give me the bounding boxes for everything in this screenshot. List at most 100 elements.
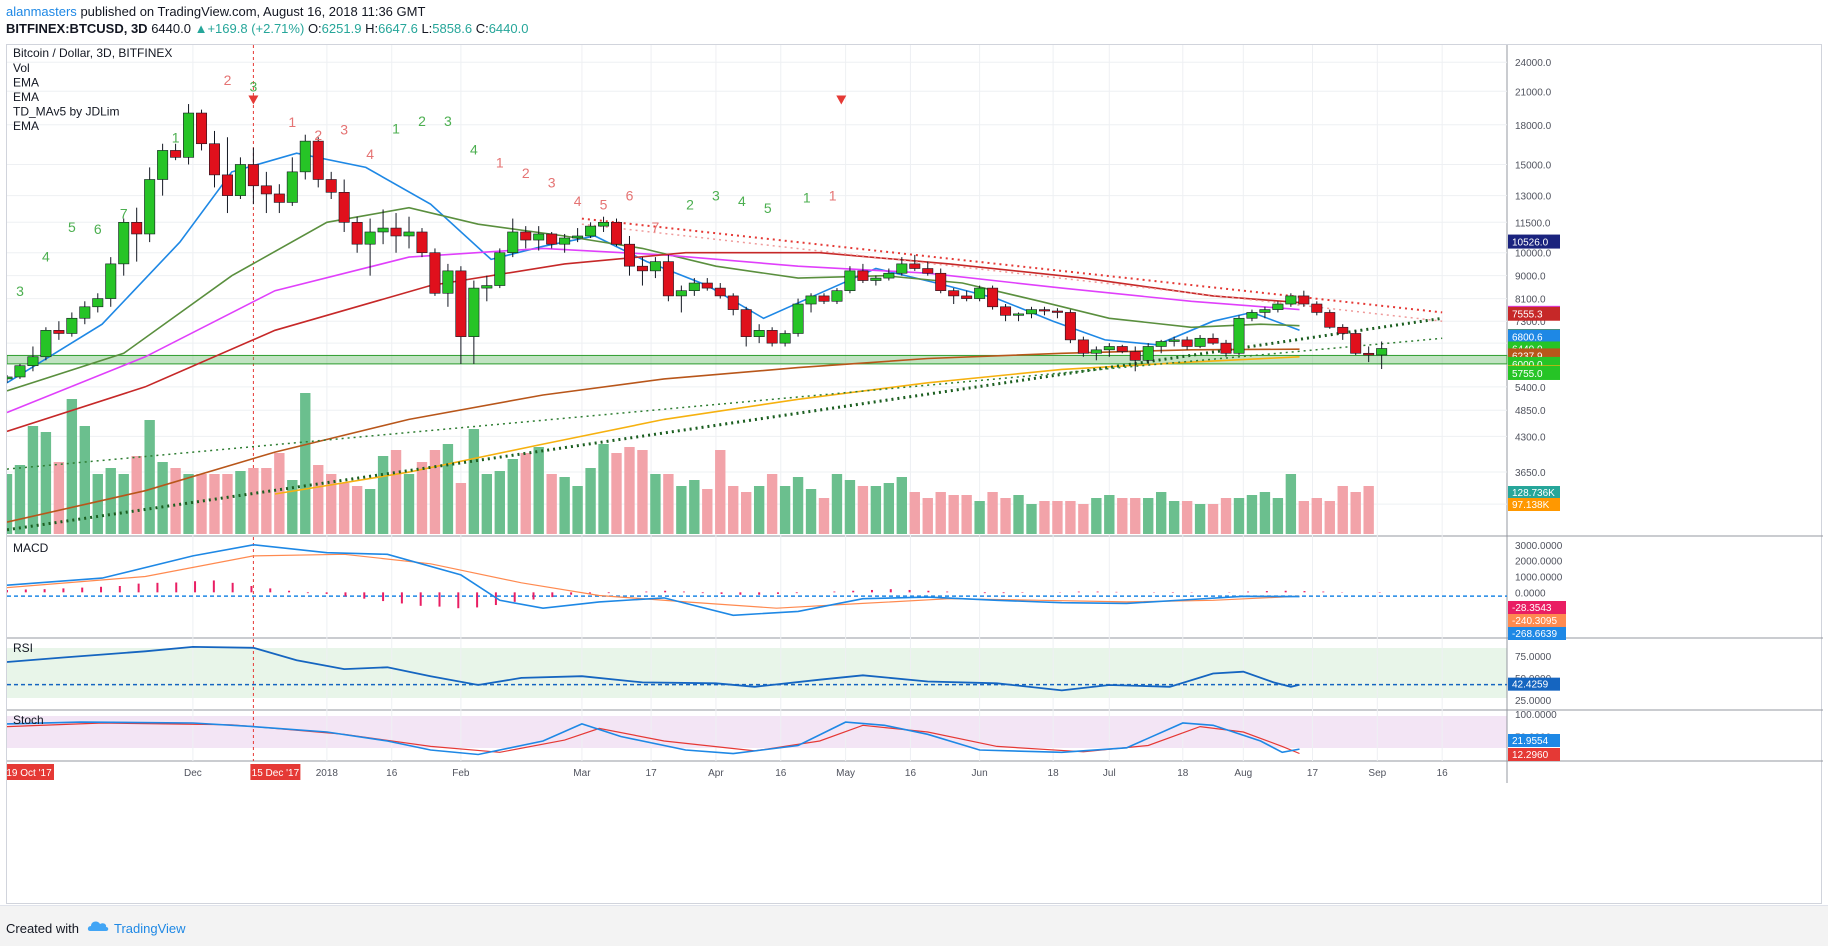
high-value: 6647.6 bbox=[378, 21, 418, 36]
candle-body bbox=[325, 179, 337, 193]
candle-body bbox=[662, 261, 674, 297]
candle-body bbox=[818, 295, 830, 302]
candle-body bbox=[572, 235, 584, 239]
trendline-0 bbox=[6, 316, 1443, 532]
volume-badge-label: 97.138K bbox=[1512, 500, 1550, 511]
author-link[interactable]: alanmasters bbox=[6, 4, 77, 19]
date-badge bbox=[250, 764, 301, 780]
candle-body bbox=[520, 231, 532, 241]
high-label: H: bbox=[365, 21, 379, 36]
stoch-badge-label: 21.9554 bbox=[1512, 736, 1549, 747]
date-badge-label: 15 Dec '17 bbox=[252, 768, 300, 779]
rsi-badge bbox=[1508, 677, 1560, 691]
volume-bar bbox=[66, 399, 78, 534]
volume-bar bbox=[663, 474, 674, 534]
published-text: published on TradingView.com, August 16,… bbox=[80, 4, 426, 19]
ema-line-4 bbox=[6, 348, 1300, 523]
macd-badge bbox=[1508, 601, 1566, 614]
volume-bar bbox=[792, 477, 804, 534]
support-zone bbox=[6, 354, 1508, 365]
candle-body bbox=[727, 295, 739, 310]
stoch-band bbox=[7, 716, 1507, 748]
open-value: 6251.9 bbox=[321, 21, 362, 36]
volume-bar bbox=[1350, 492, 1361, 534]
volume-bar bbox=[533, 447, 544, 534]
volume-bar bbox=[416, 462, 428, 534]
volume-bar bbox=[14, 465, 26, 534]
macd-label: MACD bbox=[13, 541, 49, 555]
volume-bar bbox=[209, 474, 220, 534]
tradingview-logo-icon[interactable] bbox=[86, 918, 110, 934]
volume-bar bbox=[300, 393, 311, 534]
volume-bar bbox=[1039, 501, 1050, 534]
volume-bar bbox=[1, 474, 13, 534]
chart-frame[interactable]: 3 4 5 6 7 1 2 3 1 2 3 4 1 2 3 4 1 2 3 4 5 6 7 2 3 4 5 1 1 24000.0 210… bbox=[1, 44, 1823, 905]
volume-bar bbox=[27, 426, 39, 534]
stoch-badge bbox=[1508, 748, 1560, 761]
close-value: 6440.0 bbox=[488, 21, 529, 36]
candle-body bbox=[1376, 348, 1388, 356]
volume-bar bbox=[1272, 498, 1284, 534]
ema-line-1 bbox=[6, 206, 1300, 392]
candle-body bbox=[857, 270, 869, 281]
volume-bar bbox=[779, 486, 791, 534]
time-tick-label: Jun bbox=[972, 768, 988, 779]
price-tick-label: 5400.0 bbox=[1515, 383, 1546, 394]
volume-bar bbox=[442, 444, 454, 534]
candle-body bbox=[144, 179, 156, 235]
tradingview-brand[interactable]: TradingView bbox=[114, 921, 186, 936]
candle-body bbox=[92, 298, 104, 308]
volume-bar bbox=[131, 456, 142, 534]
td-count-label: 4 bbox=[470, 142, 478, 158]
candle-body bbox=[961, 295, 973, 299]
candle-body bbox=[1350, 333, 1362, 354]
rsi-tick-label: 75.0000 bbox=[1515, 652, 1552, 663]
macd-signal-line bbox=[6, 553, 1300, 609]
time-tick-label: Aug bbox=[1234, 768, 1252, 779]
candle-body bbox=[494, 252, 506, 286]
volume-bar bbox=[144, 420, 155, 534]
candle-body bbox=[1142, 346, 1154, 361]
volume-bar bbox=[196, 474, 207, 534]
candle-body bbox=[1155, 341, 1167, 347]
time-tick-label: May bbox=[836, 768, 855, 779]
volume-bar bbox=[261, 468, 272, 534]
rsi-label: RSI bbox=[13, 641, 33, 655]
td-count-label: 4 bbox=[574, 193, 582, 209]
candle-body bbox=[260, 185, 272, 195]
volume-bar bbox=[170, 468, 181, 534]
time-tick-label: 17 bbox=[646, 768, 658, 779]
candle-body bbox=[1311, 303, 1323, 313]
volume-bar bbox=[92, 474, 103, 534]
price-tick-label: 11500.0 bbox=[1515, 218, 1551, 229]
candle-body bbox=[1064, 312, 1076, 341]
volume-bar bbox=[157, 462, 168, 534]
time-tick-label: 16 bbox=[386, 768, 398, 779]
volume-bar bbox=[650, 474, 661, 534]
td-count-label: 2 bbox=[686, 196, 694, 212]
volume-bar bbox=[585, 468, 596, 534]
chart-svg[interactable]: 3 4 5 6 7 1 2 3 1 2 3 4 1 2 3 4 1 2 3 4 5 6 7 2 3 4 5 1 1 24000.0 210… bbox=[1, 45, 1823, 905]
candle-body bbox=[170, 150, 182, 158]
td-count-label: 1 bbox=[803, 189, 811, 205]
volume-bar bbox=[974, 501, 985, 534]
candle-body bbox=[507, 231, 519, 254]
candle-body bbox=[183, 112, 195, 158]
time-tick-label: Apr bbox=[708, 768, 724, 779]
volume-bar bbox=[948, 495, 959, 534]
volume-bar bbox=[1130, 498, 1141, 534]
candle-body bbox=[805, 295, 817, 305]
last-price: 6440.0 bbox=[151, 21, 191, 36]
candle-body bbox=[1051, 310, 1063, 313]
volume-bar bbox=[390, 450, 402, 534]
volume-bar bbox=[1298, 501, 1310, 534]
time-tick-label: 18 bbox=[1177, 768, 1189, 779]
time-tick-label: 2018 bbox=[316, 768, 339, 779]
symbol-label[interactable]: BITFINEX:BTCUSD, 3D bbox=[6, 21, 148, 36]
candle-body bbox=[53, 330, 65, 334]
volume-bar bbox=[805, 489, 817, 534]
volume-badge-label: 128.736K bbox=[1512, 488, 1555, 499]
candle-body bbox=[1000, 306, 1012, 316]
td-count-label: 2 bbox=[314, 127, 322, 143]
price-tick-label: 7300.0 bbox=[1515, 317, 1546, 328]
